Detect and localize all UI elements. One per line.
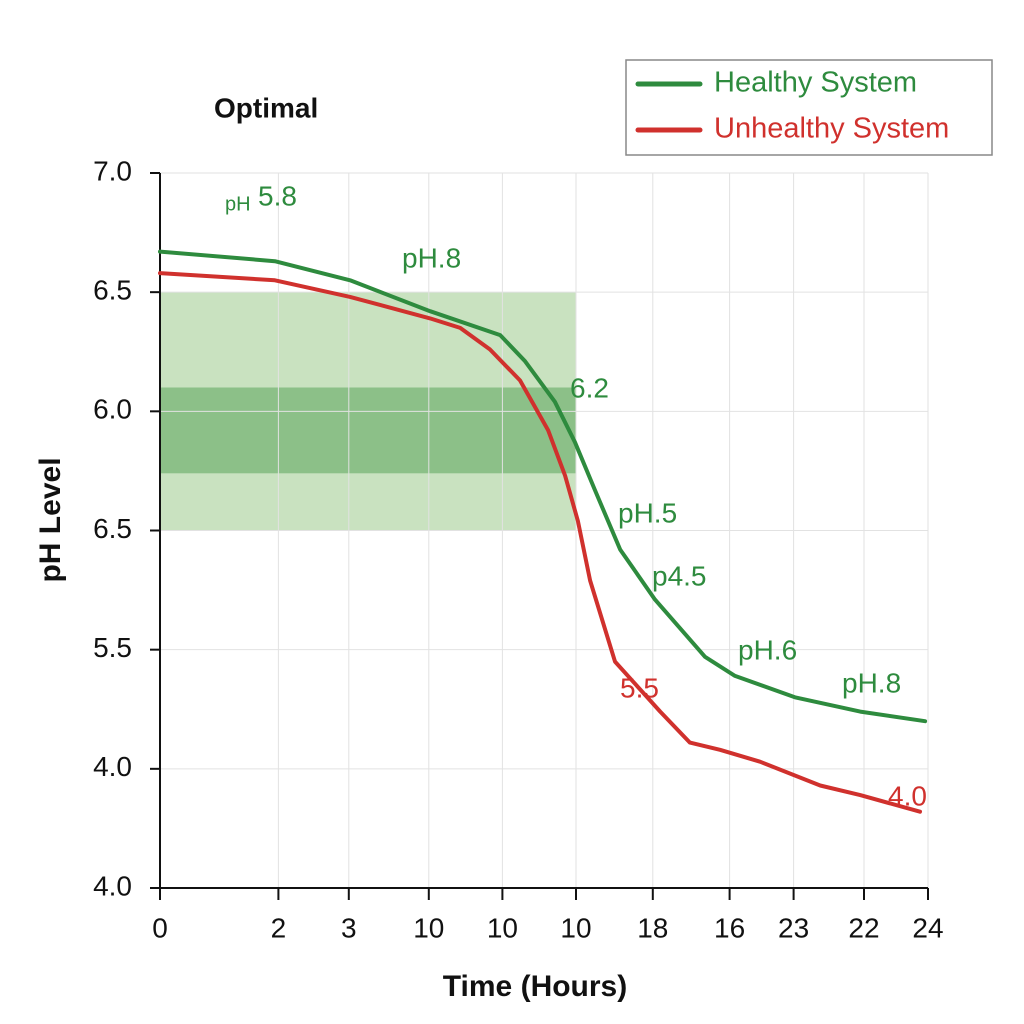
annotation: 4.0 <box>888 780 927 811</box>
chart-title: Optimal <box>214 92 318 123</box>
y-tick-label: 5.5 <box>93 632 132 663</box>
y-axis-label: pH Level <box>34 457 67 582</box>
x-tick-label: 3 <box>341 912 357 943</box>
line <box>158 271 922 814</box>
y-tick-label: 6.0 <box>93 394 132 425</box>
annotation: pH.8 <box>842 667 901 698</box>
annotation: 5.8 <box>258 180 297 211</box>
x-tick-label: 10 <box>487 912 518 943</box>
y-tick-label: 4.0 <box>93 870 132 901</box>
y-tick-label: 7.0 <box>93 155 132 186</box>
x-tick-label: 18 <box>637 912 668 943</box>
legend-label: Unhealthy System <box>714 113 949 145</box>
x-tick-label: 24 <box>912 912 943 943</box>
y-tick-label: 6.5 <box>93 513 132 544</box>
annotation: p4.5 <box>652 560 707 591</box>
annotation: pH <box>225 193 251 215</box>
y-tick-label: 4.0 <box>93 751 132 782</box>
x-tick-label: 22 <box>848 912 879 943</box>
x-tick-label: 0 <box>152 912 168 943</box>
x-tick-label: 10 <box>560 912 591 943</box>
x-axis-label: Time (Hours) <box>443 970 627 1003</box>
annotation: pH.6 <box>738 634 797 665</box>
x-tick-label: 23 <box>778 912 809 943</box>
annotation: 6.2 <box>570 372 609 403</box>
annotation: pH.5 <box>618 497 677 528</box>
x-tick-label: 16 <box>714 912 745 943</box>
y-tick-label: 6.5 <box>93 275 132 306</box>
legend-label: Healthy System <box>714 67 917 99</box>
annotation: 5.5 <box>620 672 659 703</box>
x-tick-label: 10 <box>413 912 444 943</box>
line <box>158 249 928 724</box>
legend-box <box>625 59 993 156</box>
x-tick-label: 2 <box>271 912 287 943</box>
annotation: pH.8 <box>402 242 461 273</box>
band <box>160 387 576 474</box>
